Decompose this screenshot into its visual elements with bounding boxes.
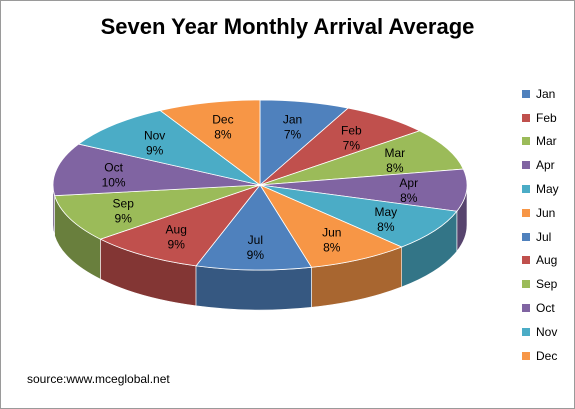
pie-slice-oct	[52, 143, 261, 197]
legend-item-nov: Nov	[522, 320, 559, 344]
slice-label-oct: Oct	[104, 161, 123, 175]
slice-value-jul: 9%	[247, 248, 265, 262]
slice-value-oct: 10%	[102, 176, 126, 190]
legend-label: Jan	[536, 86, 556, 101]
pie-slice-jun	[258, 184, 403, 268]
slice-value-aug: 9%	[168, 238, 186, 252]
legend-item-sep: Sep	[522, 272, 559, 296]
slice-value-may: 8%	[377, 220, 395, 234]
legend-swatch	[522, 113, 530, 122]
legend-swatch	[522, 89, 530, 98]
slice-label-apr: Apr	[399, 176, 418, 190]
slice-value-dec: 8%	[214, 128, 232, 142]
legend-label: Nov	[536, 324, 558, 339]
slice-value-sep: 9%	[115, 211, 133, 225]
legend-label: Apr	[536, 158, 555, 173]
pie-slice-jul	[195, 184, 313, 271]
legend-label: Mar	[536, 134, 557, 149]
slice-value-feb: 7%	[343, 139, 361, 153]
slice-label-may: May	[375, 205, 398, 219]
slice-value-mar: 8%	[386, 161, 404, 175]
legend-item-aug: Aug	[522, 249, 559, 273]
slice-value-jun: 8%	[323, 241, 341, 255]
legend-item-jul: Jul	[522, 225, 559, 249]
legend-label: Jun	[536, 205, 556, 220]
legend-swatch	[522, 185, 530, 194]
legend-swatch	[522, 137, 530, 146]
pie-slice-nov	[77, 110, 261, 186]
slice-value-jan: 7%	[284, 127, 302, 141]
pie-slice-sep	[54, 184, 261, 240]
slice-label-nov: Nov	[144, 129, 165, 143]
pie-slice-aug	[99, 184, 262, 267]
slice-label-jul: Jul	[248, 233, 263, 247]
legend-swatch	[522, 351, 530, 360]
legend-label: Sep	[536, 277, 558, 292]
slice-label-aug: Aug	[166, 223, 187, 237]
slice-label-feb: Feb	[341, 124, 362, 138]
legend-item-may: May	[522, 177, 559, 201]
legend-item-mar: Mar	[522, 130, 559, 154]
legend-item-dec: Dec	[522, 344, 559, 368]
legend-item-oct: Oct	[522, 296, 559, 320]
legend-item-feb: Feb	[522, 106, 559, 130]
chart-title: Seven Year Monthly Arrival Average	[100, 14, 475, 39]
legend-label: Aug	[536, 253, 558, 268]
legend-swatch	[522, 327, 530, 336]
legend-swatch	[522, 232, 530, 241]
legend-swatch	[522, 280, 530, 289]
slice-label-sep: Sep	[113, 196, 135, 210]
pie-slice-apr	[259, 168, 468, 212]
legend-swatch	[522, 161, 530, 170]
legend-swatch	[522, 208, 530, 217]
slice-value-nov: 9%	[146, 144, 164, 158]
slice-value-apr: 8%	[400, 191, 418, 205]
pie-slice-dec	[159, 99, 261, 186]
legend-label: May	[536, 182, 559, 197]
pie-slice-may	[259, 184, 458, 248]
legend-label: Feb	[536, 110, 557, 125]
slice-label-dec: Dec	[212, 113, 233, 127]
slice-label-mar: Mar	[385, 146, 406, 160]
legend-swatch	[522, 256, 530, 265]
legend-swatch	[522, 304, 530, 313]
source-note: source:www.mceglobal.net	[27, 372, 170, 386]
legend-item-jun: Jun	[522, 201, 559, 225]
slice-label-jun: Jun	[322, 226, 341, 240]
pie-side-jul	[195, 265, 312, 311]
legend-label: Jul	[536, 229, 552, 244]
legend-item-jan: Jan	[522, 82, 559, 106]
legend-item-apr: Apr	[522, 153, 559, 177]
legend-label: Oct	[536, 301, 555, 316]
pie-slice-mar	[259, 130, 464, 186]
slice-label-jan: Jan	[283, 112, 302, 126]
legend: Jan Feb Mar Apr May Jun Jul Aug Sep Oct Nov Dec	[522, 82, 559, 368]
legend-label: Dec	[536, 348, 558, 363]
